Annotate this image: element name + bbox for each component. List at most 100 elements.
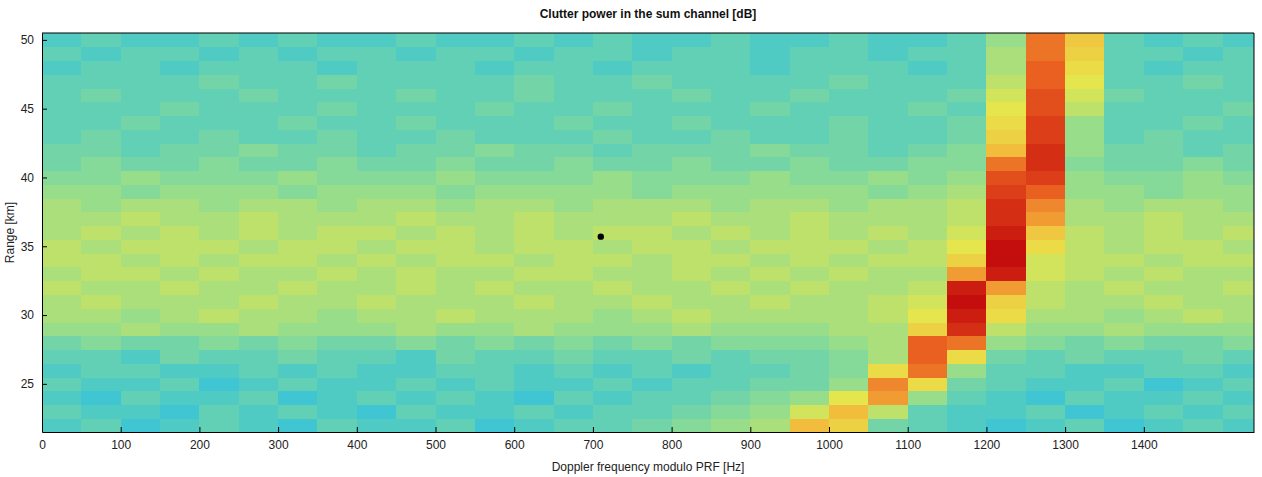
heatmap-cell — [81, 308, 121, 322]
heatmap-cell — [199, 47, 239, 61]
heatmap-cell — [1026, 143, 1066, 157]
heatmap-cell — [239, 184, 279, 198]
heatmap-cell — [1104, 184, 1144, 198]
heatmap-cell — [357, 184, 397, 198]
heatmap-cell — [1223, 294, 1254, 308]
heatmap-cell — [475, 102, 515, 116]
heatmap-cell — [632, 74, 672, 88]
heatmap-cell — [554, 418, 594, 432]
tick-label: 700 — [583, 438, 603, 452]
heatmap-cell — [239, 377, 279, 391]
heatmap-cell — [632, 129, 672, 143]
heatmap-cell — [42, 129, 82, 143]
heatmap-cell — [593, 171, 633, 185]
heatmap-cell — [199, 184, 239, 198]
heatmap-cell — [514, 171, 554, 185]
heatmap-cell — [711, 74, 751, 88]
heatmap-cell — [554, 281, 594, 295]
heatmap-cell — [396, 363, 436, 377]
heatmap-cell — [436, 281, 476, 295]
heatmap-cell — [1065, 226, 1105, 240]
heatmap-cell — [1065, 239, 1105, 253]
heatmap-cell — [1104, 143, 1144, 157]
heatmap-cell — [947, 74, 987, 88]
heatmap-cell — [396, 157, 436, 171]
heatmap-cell — [908, 363, 948, 377]
heatmap-cell — [829, 198, 869, 212]
heatmap-cell — [199, 404, 239, 418]
heatmap-cell — [81, 363, 121, 377]
heatmap-cell — [475, 143, 515, 157]
heatmap-cell — [868, 308, 908, 322]
heatmap-cell — [593, 102, 633, 116]
heatmap-cell — [1183, 308, 1223, 322]
heatmap-cell — [396, 47, 436, 61]
heatmap-cell — [42, 171, 82, 185]
heatmap-cell — [1223, 418, 1254, 432]
heatmap-cell — [750, 391, 790, 405]
heatmap-cell — [672, 212, 712, 226]
heatmap-cell — [317, 322, 357, 336]
marker-point — [598, 233, 604, 239]
heatmap-cell — [199, 377, 239, 391]
heatmap-cell — [829, 391, 869, 405]
heatmap-cell — [632, 102, 672, 116]
tick-mark — [829, 427, 830, 432]
heatmap-cell — [1104, 363, 1144, 377]
heatmap-cell — [1144, 363, 1184, 377]
heatmap-cell — [475, 61, 515, 75]
heatmap-cell — [829, 404, 869, 418]
heatmap-cell — [986, 212, 1026, 226]
heatmap-cell — [514, 322, 554, 336]
heatmap-cell — [711, 33, 751, 47]
heatmap-cell — [121, 308, 161, 322]
heatmap-cell — [121, 184, 161, 198]
heatmap-cell — [160, 47, 200, 61]
heatmap-cell — [1065, 267, 1105, 281]
heatmap-cell — [436, 88, 476, 102]
heatmap-cell — [121, 391, 161, 405]
chart-title: Clutter power in the sum channel [dB] — [540, 7, 757, 21]
tick: 30 — [21, 308, 47, 322]
heatmap-cell — [711, 322, 751, 336]
heatmap-cell — [986, 391, 1026, 405]
heatmap-cell — [632, 322, 672, 336]
heatmap-cell — [160, 349, 200, 363]
heatmap-cell — [475, 33, 515, 47]
tick-label: 800 — [662, 438, 682, 452]
heatmap-cell — [199, 116, 239, 130]
heatmap-cell — [278, 226, 318, 240]
heatmap-cell — [1223, 212, 1254, 226]
heatmap-cell — [947, 88, 987, 102]
heatmap-cell — [1223, 33, 1254, 47]
heatmap-cell — [1065, 47, 1105, 61]
heatmap-cell — [475, 88, 515, 102]
heatmap-cell — [829, 336, 869, 350]
x-axis: 0100200300400500600700800900100011001200… — [39, 427, 1254, 452]
heatmap-cell — [750, 377, 790, 391]
heatmap-cell — [632, 239, 672, 253]
heatmap-cell — [947, 198, 987, 212]
heatmap-cell — [750, 61, 790, 75]
heatmap-cell — [829, 61, 869, 75]
heatmap-cell — [278, 47, 318, 61]
heatmap-cell — [947, 267, 987, 281]
heatmap-cell — [986, 102, 1026, 116]
heatmap-cell — [790, 143, 830, 157]
heatmap-cell — [986, 129, 1026, 143]
heatmap-cell — [357, 102, 397, 116]
heatmap-cell — [1223, 184, 1254, 198]
heatmap-cell — [81, 226, 121, 240]
tick-mark — [672, 427, 673, 432]
heatmap-cell — [514, 363, 554, 377]
heatmap-cell — [1065, 33, 1105, 47]
heatmap-cell — [121, 267, 161, 281]
heatmap-cell — [475, 377, 515, 391]
heatmap-cell — [868, 239, 908, 253]
heatmap-cell — [396, 212, 436, 226]
heatmap-cell — [121, 143, 161, 157]
heatmap-cell — [554, 143, 594, 157]
heatmap-cell — [239, 143, 279, 157]
heatmap-cell — [1104, 116, 1144, 130]
heatmap-cell — [160, 129, 200, 143]
